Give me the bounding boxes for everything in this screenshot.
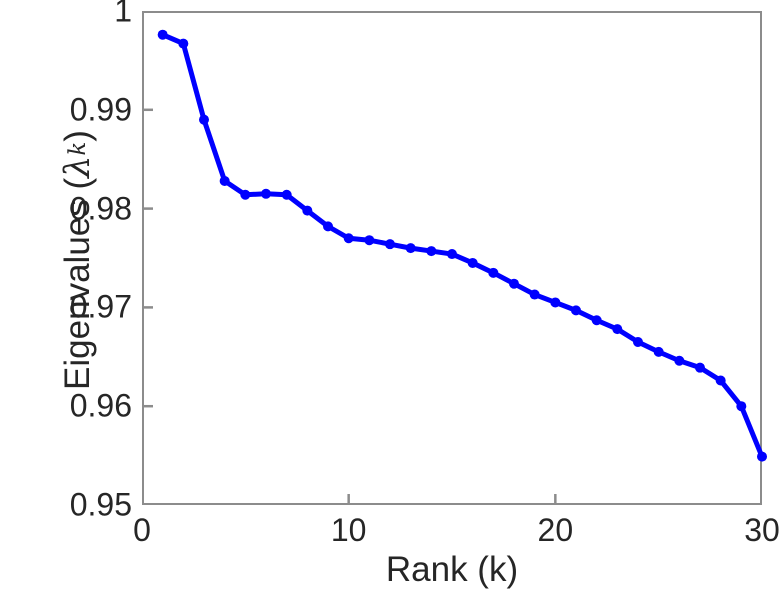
- y-tick-label: 0.99: [69, 91, 132, 128]
- lambda-symbol: λ: [58, 155, 98, 178]
- y-tick-label: 1: [114, 0, 132, 29]
- plot-area: [142, 11, 762, 505]
- x-tick-label: 30: [744, 512, 780, 548]
- lambda-subscript: k: [65, 141, 91, 156]
- x-tick-label: 20: [537, 512, 574, 548]
- y-tick-label: 0.97: [69, 288, 132, 325]
- y-axis-title-suffix: ): [58, 130, 97, 142]
- x-tick-label: 0: [133, 512, 151, 548]
- x-tick-label: 10: [330, 512, 367, 548]
- y-tick-label: 0.98: [69, 190, 132, 227]
- y-tick-label: 0.96: [69, 387, 132, 424]
- y-tick-label: 0.95: [69, 486, 132, 523]
- x-axis-title: Rank (k): [385, 550, 519, 589]
